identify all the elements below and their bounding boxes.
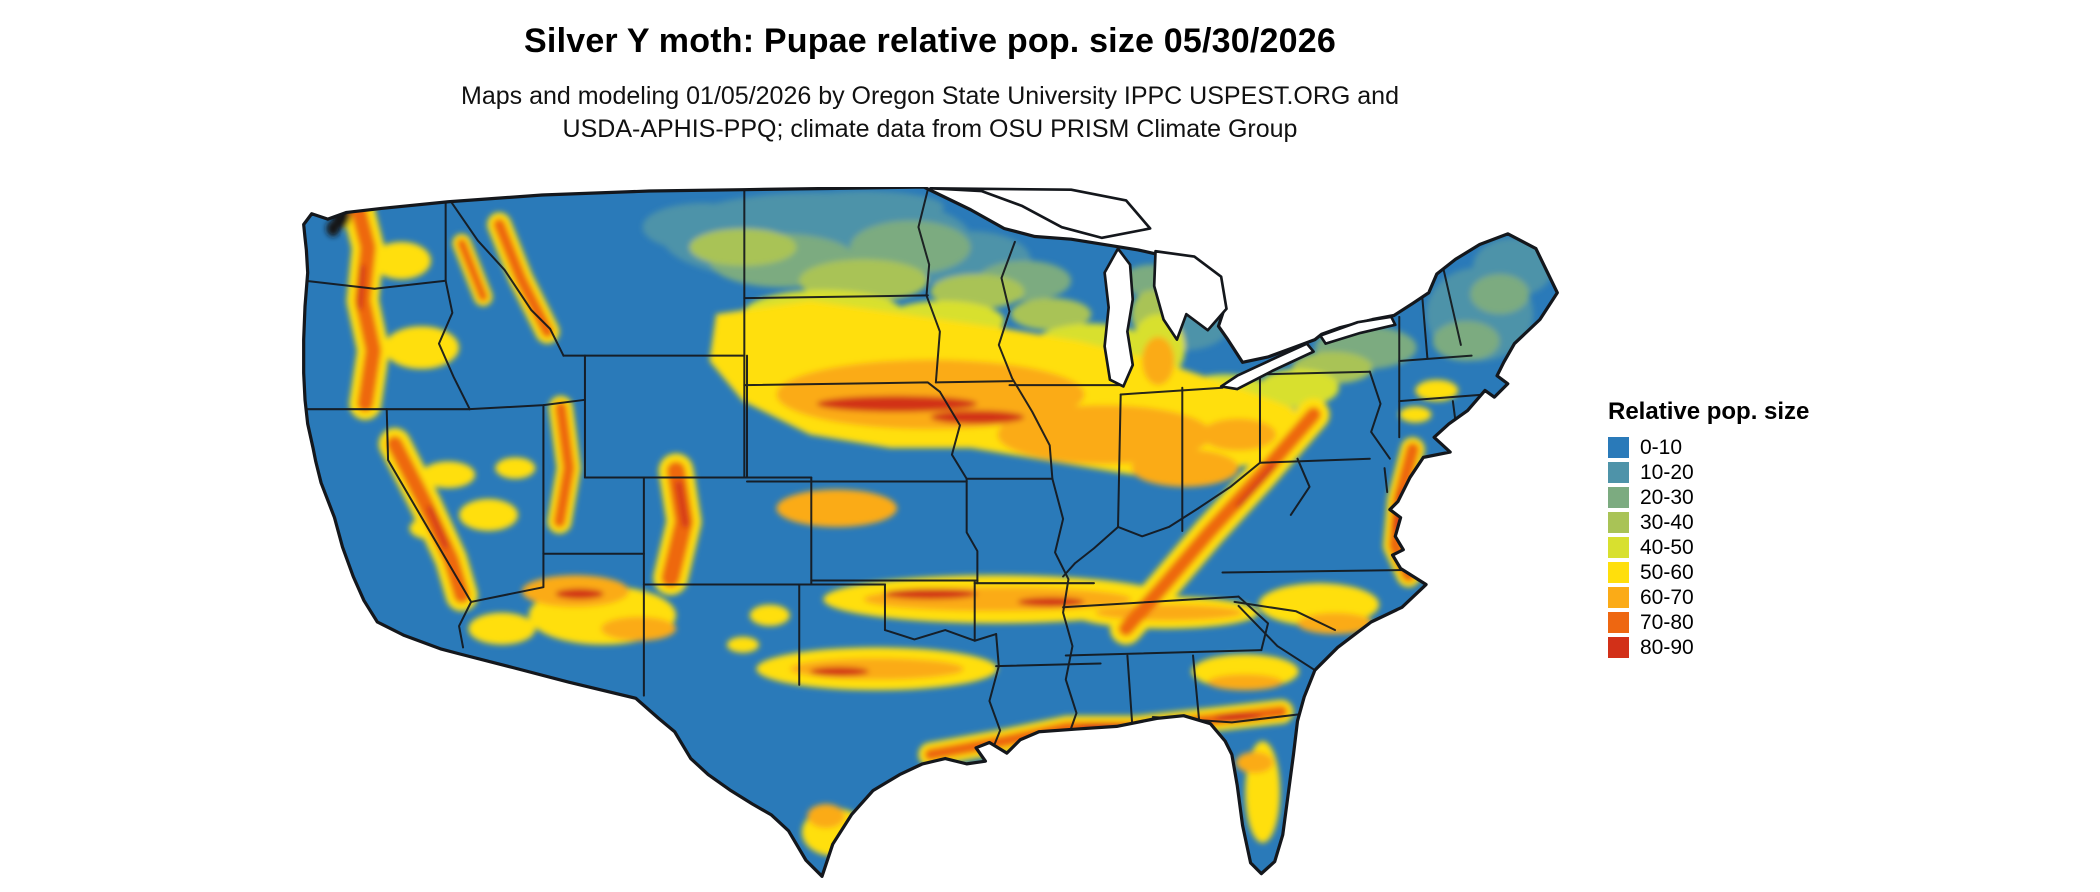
- legend-label: 50-60: [1640, 561, 1694, 584]
- legend-swatch-10-20: [1608, 462, 1629, 483]
- legend-row: 80-90: [1608, 635, 1809, 660]
- lake-ontario: [1318, 315, 1397, 345]
- lake-superior: [929, 187, 1152, 240]
- great-lakes: [929, 187, 1397, 391]
- map-title: Silver Y moth: Pupae relative pop. size …: [524, 22, 1336, 60]
- legend-row: 60-70: [1608, 585, 1809, 610]
- legend-label: 70-80: [1640, 611, 1694, 634]
- legend-row: 20-30: [1608, 485, 1809, 510]
- subtitle-line-1: Maps and modeling 01/05/2026 by Oregon S…: [461, 82, 1399, 110]
- lake-huron: [1152, 249, 1228, 341]
- land-base: [303, 187, 1558, 877]
- legend-label: 60-70: [1640, 586, 1694, 609]
- legend-swatch-20-30: [1608, 487, 1629, 508]
- legend-swatch-50-60: [1608, 562, 1629, 583]
- legend-label: 10-20: [1640, 461, 1694, 484]
- legend-swatch-40-50: [1608, 537, 1629, 558]
- legend-row: 0-10: [1608, 435, 1809, 460]
- us-population-heatmap: [301, 187, 1560, 883]
- map-subtitle: Maps and modeling 01/05/2026 by Oregon S…: [0, 80, 1860, 146]
- legend-swatch-0-10: [1608, 437, 1629, 458]
- subtitle-line-2: USDA-APHIS-PPQ; climate data from OSU PR…: [562, 115, 1298, 143]
- legend-swatch-30-40: [1608, 512, 1629, 533]
- legend-label: 40-50: [1640, 536, 1694, 559]
- legend-row: 70-80: [1608, 610, 1809, 635]
- legend-label: 80-90: [1640, 636, 1694, 659]
- lake-erie: [1219, 342, 1315, 391]
- legend-swatch-80-90: [1608, 637, 1629, 658]
- legend-title: Relative pop. size: [1608, 398, 1810, 425]
- map-legend: Relative pop. size 0-10 10-20 20-30 30-4…: [1608, 398, 1809, 660]
- legend-row: 30-40: [1608, 510, 1809, 535]
- state-borders: [304, 188, 1487, 759]
- legend-label: 30-40: [1640, 511, 1694, 534]
- heat-layer: [326, 189, 1554, 857]
- legend-row: 10-20: [1608, 460, 1809, 485]
- lake-michigan: [1103, 247, 1135, 388]
- us-map-svg: [302, 187, 1559, 878]
- legend-row: 50-60: [1608, 560, 1809, 585]
- legend-swatch-60-70: [1608, 587, 1629, 608]
- legend-label: 0-10: [1640, 436, 1683, 459]
- heat-amber: [521, 336, 1373, 829]
- legend-swatch-70-80: [1608, 612, 1629, 633]
- legend-row: 40-50: [1608, 535, 1809, 560]
- legend-label: 20-30: [1640, 486, 1694, 509]
